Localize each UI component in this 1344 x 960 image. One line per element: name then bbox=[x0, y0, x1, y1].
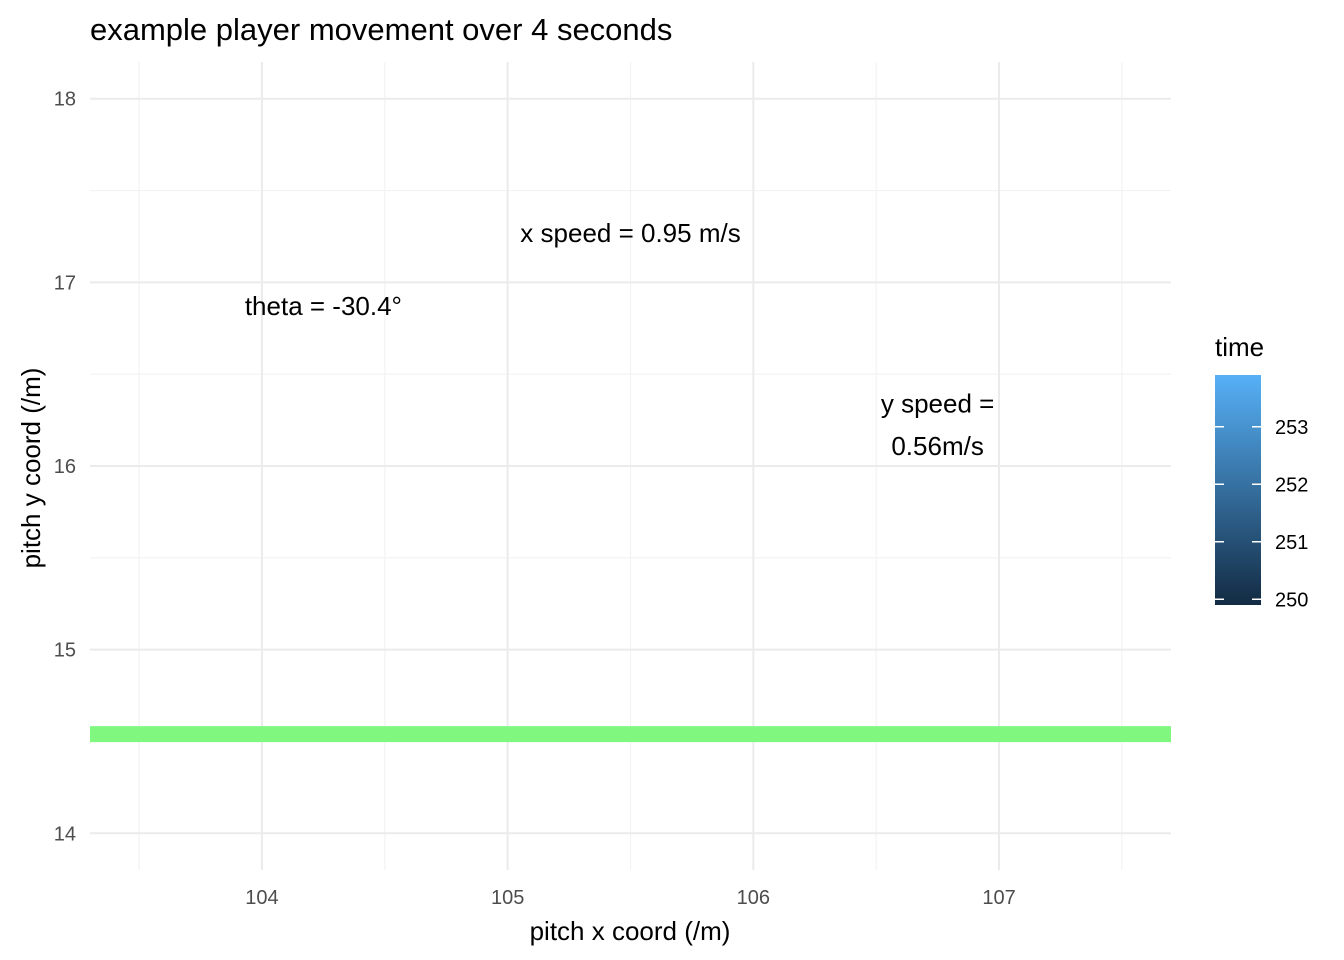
y-axis-title: pitch y coord (/m) bbox=[16, 368, 46, 569]
legend-colorbar bbox=[1215, 375, 1261, 605]
y-tick-label: 17 bbox=[54, 272, 76, 294]
x-axis-title: pitch x coord (/m) bbox=[530, 916, 731, 946]
annotation-label: theta = -30.4° bbox=[245, 291, 402, 321]
legend-title: time bbox=[1215, 332, 1264, 362]
annotation-label: 0.56m/s bbox=[891, 431, 984, 461]
legend-tick-label: 251 bbox=[1275, 532, 1308, 554]
annotation-label: x speed = 0.95 m/s bbox=[520, 218, 740, 248]
x-tick-label: 107 bbox=[982, 887, 1015, 909]
annotation-label: y speed = bbox=[881, 389, 994, 419]
legend-tick-label: 252 bbox=[1275, 474, 1308, 496]
legend: time 250 251 252 253 bbox=[1215, 332, 1308, 611]
chart-title: example player movement over 4 seconds bbox=[90, 12, 672, 47]
x-tick-label: 104 bbox=[245, 887, 278, 909]
legend-tick-label: 253 bbox=[1275, 417, 1308, 439]
x-axis-ticks: 104 105 106 107 bbox=[245, 887, 1015, 909]
legend-tick-label: 250 bbox=[1275, 589, 1308, 611]
y-axis-ticks: 14 15 16 17 18 bbox=[54, 89, 76, 846]
y-tick-label: 15 bbox=[54, 640, 76, 662]
x-tick-label: 105 bbox=[491, 887, 524, 909]
y-tick-label: 16 bbox=[54, 456, 76, 478]
annotations: x speed = 0.95 m/s theta = -30.4° y speed … bbox=[245, 218, 995, 461]
y-tick-label: 18 bbox=[54, 89, 76, 111]
y-tick-label: 14 bbox=[54, 823, 76, 845]
legend-ticks: 250 251 252 253 bbox=[1215, 417, 1308, 611]
x-tick-label: 106 bbox=[737, 887, 770, 909]
